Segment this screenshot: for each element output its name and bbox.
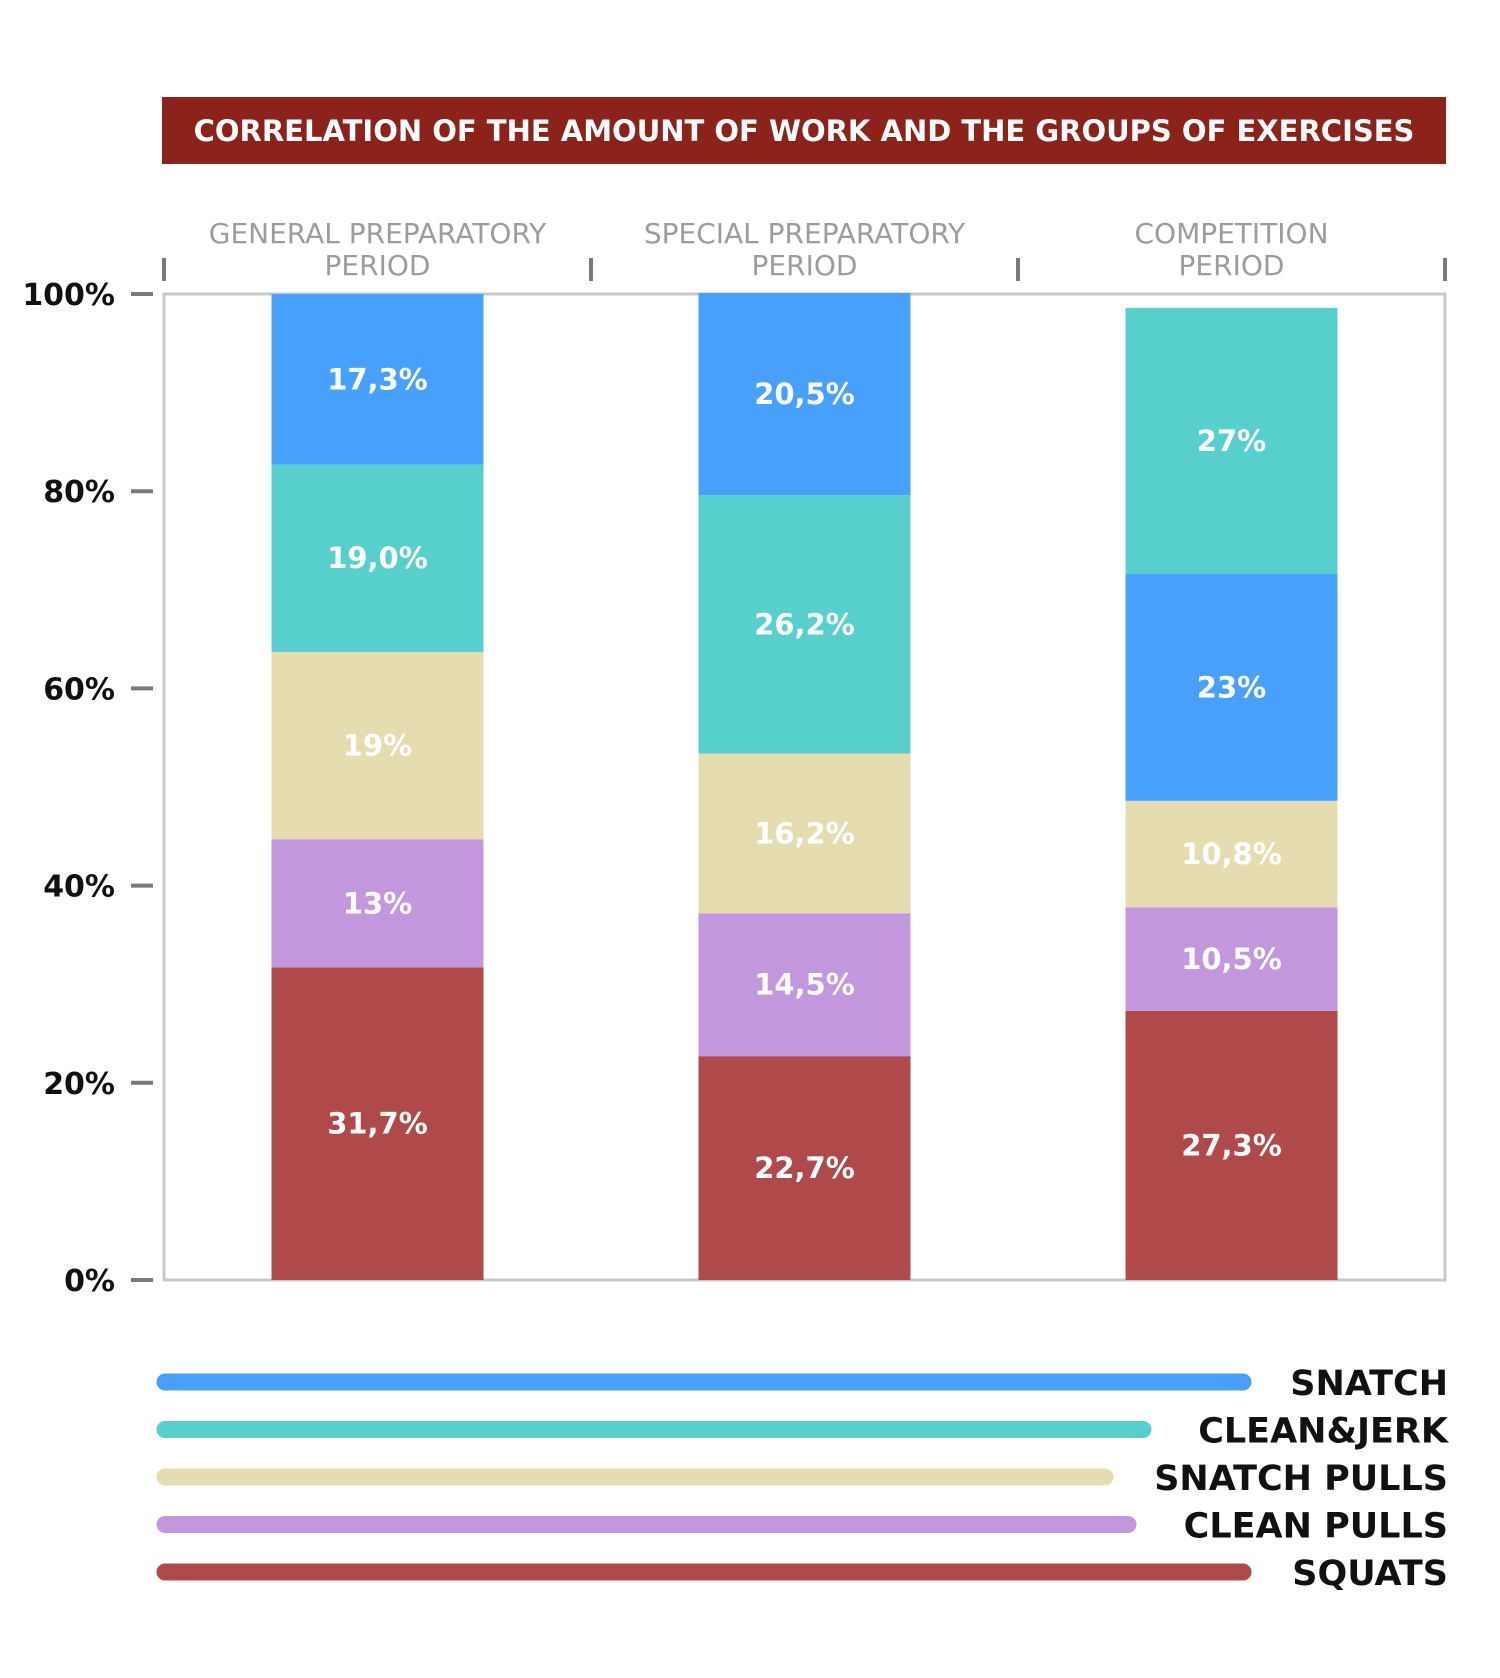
- data-label: 23%: [1197, 670, 1266, 704]
- bar-segment: [271, 464, 484, 652]
- bar-segment: [698, 1056, 911, 1280]
- period-label: PERIOD: [325, 249, 431, 282]
- legend-label: CLEAN PULLS: [1184, 1507, 1448, 1547]
- legend-label: SQUATS: [1292, 1554, 1448, 1594]
- period-label: COMPETITION: [1134, 217, 1328, 250]
- y-tick-label: 0%: [64, 1264, 115, 1299]
- y-tick-label: 80%: [43, 475, 115, 510]
- data-label: 10,8%: [1181, 837, 1282, 871]
- bar-segment: [1125, 307, 1338, 575]
- period-label: PERIOD: [1179, 249, 1285, 282]
- bar-segment: [698, 753, 911, 914]
- legend-label: SNATCH PULLS: [1154, 1459, 1448, 1499]
- data-label: 27%: [1197, 424, 1266, 458]
- period-label: SPECIAL PREPARATORY: [644, 217, 966, 250]
- y-tick-label: 20%: [43, 1067, 115, 1102]
- bar-segment: [271, 839, 484, 968]
- bar-segment: [1125, 800, 1338, 908]
- period-label: PERIOD: [752, 249, 858, 282]
- data-label: 22,7%: [754, 1151, 855, 1185]
- data-label: 19,0%: [327, 541, 428, 575]
- legend-label: CLEAN&JERK: [1198, 1412, 1450, 1452]
- data-label: 13%: [343, 886, 412, 920]
- data-label: 19%: [343, 729, 412, 763]
- period-label: GENERAL PREPARATORY: [209, 217, 547, 250]
- bar-segment: [271, 294, 484, 465]
- bar-segment: [271, 967, 484, 1280]
- data-label: 14,5%: [754, 968, 855, 1002]
- bar-segment: [1125, 907, 1338, 1011]
- data-label: 20,5%: [754, 377, 855, 411]
- legend-label: SNATCH: [1290, 1364, 1448, 1404]
- data-label: 16,2%: [754, 816, 855, 850]
- data-label: 26,2%: [754, 607, 855, 641]
- bar-segment: [698, 913, 911, 1057]
- bar-segment: [1125, 1010, 1338, 1280]
- y-tick-label: 40%: [43, 870, 115, 905]
- bar-segment: [698, 495, 911, 754]
- y-tick-label: 100%: [22, 278, 115, 313]
- chart-title-banner: CORRELATION OF THE AMOUNT OF WORK AND TH…: [162, 97, 1446, 164]
- data-label: 31,7%: [327, 1107, 428, 1141]
- bar-segment: [1125, 574, 1338, 801]
- data-label: 27,3%: [1181, 1128, 1282, 1162]
- y-tick-label: 60%: [43, 672, 115, 707]
- data-label: 17,3%: [327, 362, 428, 396]
- chart-title: CORRELATION OF THE AMOUNT OF WORK AND TH…: [193, 113, 1415, 148]
- bar-segment: [271, 651, 484, 840]
- data-label: 10,5%: [1181, 942, 1282, 976]
- bar-segment: [698, 293, 911, 496]
